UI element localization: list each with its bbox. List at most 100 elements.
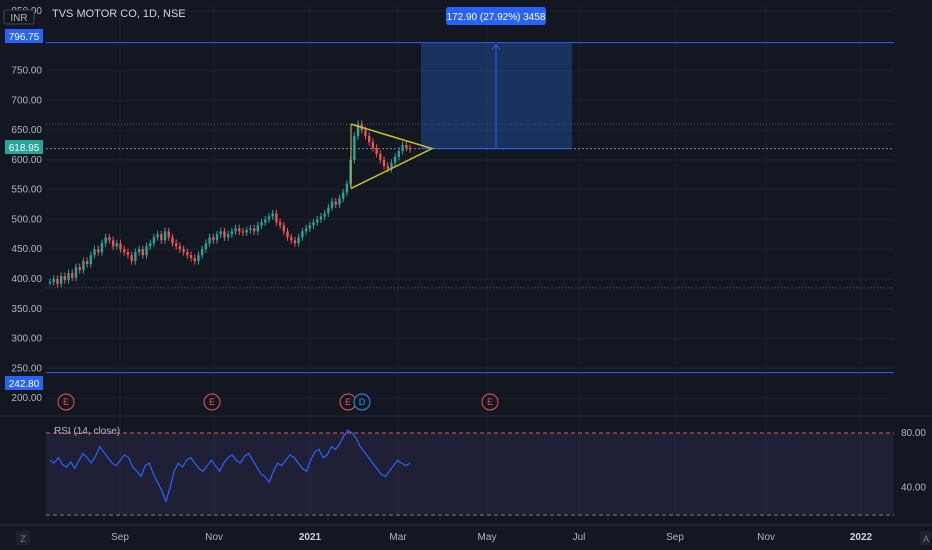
candle-body[interactable]	[334, 201, 337, 205]
candle-body[interactable]	[119, 243, 122, 250]
candle-body[interactable]	[108, 237, 111, 241]
candle-body[interactable]	[193, 258, 196, 262]
candle-body[interactable]	[82, 261, 85, 271]
candle-body[interactable]	[234, 228, 237, 232]
candle-body[interactable]	[252, 228, 256, 232]
candle-body[interactable]	[316, 219, 319, 223]
candle-body[interactable]	[215, 234, 219, 241]
candle-body[interactable]	[152, 237, 156, 244]
candle-body[interactable]	[149, 243, 152, 247]
measure-tool[interactable]	[421, 42, 572, 150]
candle-body[interactable]	[226, 234, 230, 238]
candle-body[interactable]	[78, 267, 81, 271]
candle-body[interactable]	[341, 192, 345, 199]
candle-body[interactable]	[312, 222, 315, 226]
candle-body[interactable]	[89, 255, 93, 265]
candle-body[interactable]	[111, 240, 115, 247]
rsi-line[interactable]	[49, 429, 411, 504]
candle-body[interactable]	[397, 150, 401, 157]
candle-body[interactable]	[115, 243, 119, 247]
candle-body[interactable]	[241, 231, 245, 233]
candle-body[interactable]	[408, 147, 412, 150]
candle-body[interactable]	[219, 231, 222, 235]
candle-body[interactable]	[208, 237, 211, 244]
currency-badge[interactable]	[3, 9, 35, 25]
candle-body[interactable]	[264, 219, 267, 223]
candle-body[interactable]	[163, 231, 167, 241]
candle-body[interactable]	[204, 243, 208, 250]
candle-body[interactable]	[308, 225, 311, 229]
candle-body[interactable]	[390, 162, 393, 169]
candle-body[interactable]	[71, 273, 74, 278]
candle-body[interactable]	[393, 156, 397, 163]
triangle-pattern[interactable]	[350, 123, 435, 190]
time-axis[interactable]: Sep Nov 2021 Mar May Jul Sep Nov 2022	[0, 415, 932, 543]
candle-body[interactable]	[238, 228, 241, 232]
candle-body[interactable]	[375, 147, 378, 154]
candle-body[interactable]	[93, 249, 96, 256]
candle-body[interactable]	[67, 273, 70, 281]
candle-body[interactable]	[356, 124, 360, 137]
candle-body[interactable]	[97, 249, 100, 253]
earnings-marker[interactable]	[203, 393, 221, 411]
candle-body[interactable]	[271, 213, 274, 217]
candle-body[interactable]	[379, 153, 382, 160]
candle-body[interactable]	[145, 246, 148, 256]
candle-body[interactable]	[167, 231, 170, 238]
dividend-marker[interactable]	[353, 393, 371, 411]
candle-body[interactable]	[304, 228, 308, 232]
candle-body[interactable]	[249, 228, 252, 231]
candle-body[interactable]	[338, 198, 341, 205]
candle-body[interactable]	[134, 252, 137, 262]
candle-body[interactable]	[371, 141, 375, 148]
candle-body[interactable]	[130, 255, 133, 262]
candle-body[interactable]	[286, 231, 289, 238]
candle-body[interactable]	[323, 213, 326, 217]
candle-body[interactable]	[230, 231, 234, 235]
candle-body[interactable]	[353, 136, 356, 160]
candle-body[interactable]	[126, 252, 130, 256]
candle-body[interactable]	[293, 240, 297, 244]
candle-body[interactable]	[256, 225, 260, 232]
triangle-lines[interactable]	[350, 123, 435, 190]
candle-body[interactable]	[189, 255, 193, 259]
candle-body[interactable]	[59, 275, 63, 284]
candle-body[interactable]	[200, 249, 204, 256]
candle-body[interactable]	[137, 249, 141, 253]
candle-body[interactable]	[386, 165, 389, 169]
candle-body[interactable]	[330, 201, 334, 208]
candle-body[interactable]	[182, 249, 185, 253]
candle-body[interactable]	[278, 222, 282, 226]
candle-body[interactable]	[382, 159, 386, 166]
candle-body[interactable]	[56, 278, 59, 284]
candle-body[interactable]	[345, 183, 349, 193]
candle-body[interactable]	[275, 213, 278, 223]
candle-body[interactable]	[364, 130, 367, 137]
earnings-marker[interactable]	[57, 393, 75, 411]
candle-body[interactable]	[74, 267, 78, 278]
candle-body[interactable]	[297, 237, 300, 244]
settings-z-icon[interactable]: Z	[16, 531, 30, 545]
auto-a-icon[interactable]: A	[920, 531, 931, 545]
candle-body[interactable]	[405, 144, 408, 148]
candle-body[interactable]	[48, 281, 52, 283]
candle-body[interactable]	[156, 234, 159, 238]
rsi-pane[interactable]: RSI (14, close) 80.00 40.00	[46, 426, 926, 516]
candle-body[interactable]	[85, 261, 89, 265]
candle-body[interactable]	[367, 136, 371, 142]
candle-body[interactable]	[282, 225, 286, 232]
candle-body[interactable]	[104, 237, 107, 244]
candle-body[interactable]	[301, 231, 304, 238]
candle-body[interactable]	[186, 252, 189, 256]
candle-body[interactable]	[401, 144, 404, 151]
candle-body[interactable]	[212, 237, 215, 241]
candle-body[interactable]	[171, 237, 174, 244]
candle-body[interactable]	[52, 278, 55, 282]
candle-body[interactable]	[223, 231, 226, 238]
candle-body[interactable]	[245, 230, 248, 233]
candle-body[interactable]	[100, 243, 104, 253]
candle-body[interactable]	[160, 234, 163, 241]
candle-body[interactable]	[197, 255, 200, 262]
